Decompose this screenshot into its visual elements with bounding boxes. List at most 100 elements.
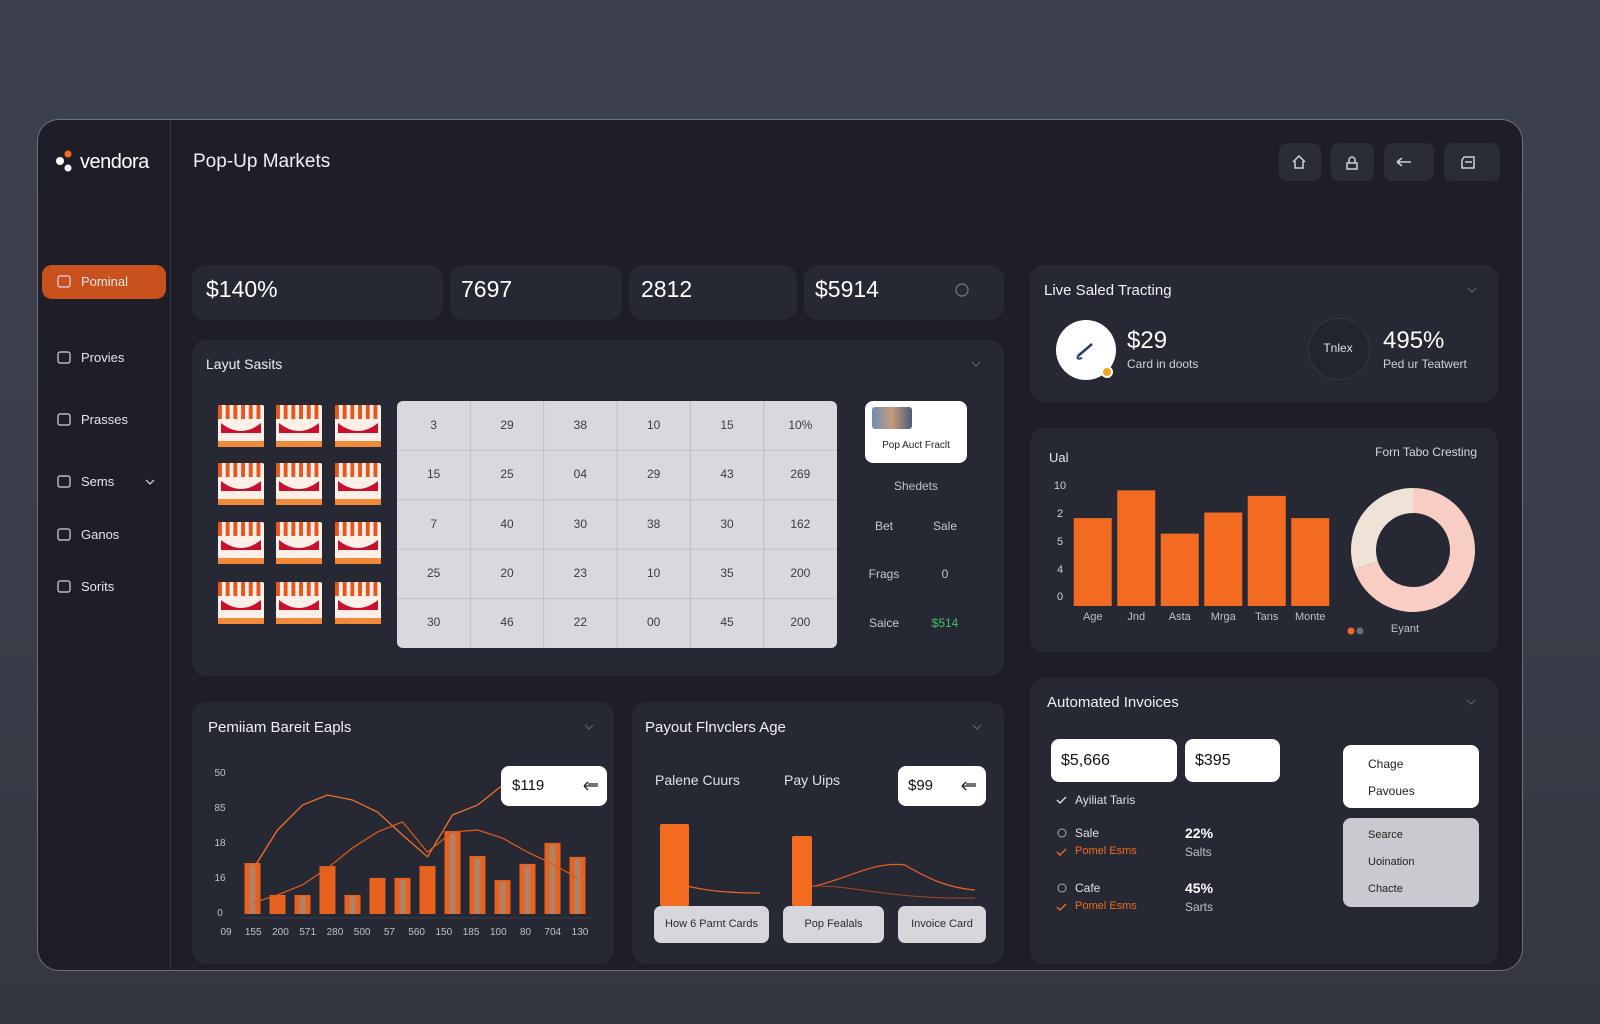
x-tick-label: 571	[299, 927, 317, 938]
table-cell: 30	[573, 516, 588, 531]
table-cell: 25	[500, 467, 514, 482]
table-cell: 46	[500, 615, 514, 630]
bar-label: Pay Uips	[784, 771, 841, 788]
logo-mark	[54, 150, 76, 172]
table-cell: 35	[720, 566, 734, 580]
table-cell: 30	[426, 615, 441, 630]
table-cell: 38	[646, 516, 661, 531]
table-cell: 45	[720, 615, 734, 630]
table-cell: 10%	[788, 417, 813, 432]
side-label: Bet	[874, 518, 894, 533]
side-value: $514	[931, 615, 959, 630]
y-tick-label: 0	[1056, 591, 1064, 604]
amount-box[interactable]	[1185, 739, 1280, 782]
invoice-amount: $5,666	[1061, 752, 1110, 770]
table-cell: 22	[573, 615, 588, 630]
nav-item: Sems	[81, 474, 115, 490]
table-cell: 10	[646, 417, 661, 432]
x-tick-label: Asta	[1168, 611, 1191, 624]
kpi-value: 7697	[461, 276, 513, 303]
badge-circle	[1308, 318, 1370, 380]
nav-item: Pominal	[81, 274, 128, 290]
action-button[interactable]	[783, 906, 884, 943]
row-name: Sale	[1075, 825, 1100, 840]
row-value: 45%	[1185, 879, 1214, 896]
table-cell: 40	[500, 516, 514, 531]
table-cell: 29	[646, 467, 661, 482]
button-label: How 6 Parnt Cards	[665, 918, 758, 931]
table-cell: 23	[573, 566, 588, 580]
menu-item: Searce	[1368, 829, 1403, 842]
menu-item: Uoination	[1368, 856, 1415, 869]
table-cell: 43	[720, 467, 734, 482]
side-value: 0	[941, 566, 949, 581]
header-icons	[1292, 154, 1475, 170]
row-sub: Pomel Esms	[1075, 845, 1137, 858]
nav-item: Provies	[81, 350, 125, 366]
menu-card	[1343, 745, 1479, 808]
kpi-card	[629, 265, 797, 320]
legend-label: Eyant	[1390, 623, 1420, 636]
x-tick-label: 100	[489, 927, 507, 938]
table-cell: 20	[500, 566, 514, 580]
menu-card-gray	[1343, 818, 1479, 907]
x-tick-label: 150	[435, 927, 453, 938]
bar-label: Palene Cuurs	[655, 771, 740, 788]
page-title: Pop-Up Markets	[193, 150, 331, 172]
panel-title: Live Saled Tracting	[1044, 282, 1172, 299]
tooltip-arrow	[583, 781, 598, 791]
side-value: Sale	[932, 518, 958, 533]
x-tick-label: 280	[326, 927, 344, 938]
y-tick-label: 18	[214, 838, 226, 849]
x-tick-label: 185	[462, 927, 480, 938]
table-cell: 7	[430, 516, 437, 531]
x-tick-label: Tans	[1255, 611, 1279, 624]
y-tick-label: 85	[214, 803, 226, 814]
y-tick-label: 4	[1056, 563, 1064, 576]
y-tick-label: 50	[214, 768, 226, 779]
table-cell: 10	[646, 566, 661, 580]
kpi-value: 2812	[641, 276, 693, 303]
x-tick-label: 704	[544, 927, 562, 938]
button-label: Invoice Card	[911, 918, 973, 931]
header-button[interactable]	[1279, 143, 1321, 181]
panel-title: Payout Flnvclers Age	[645, 719, 786, 736]
menu-item: Pavoues	[1368, 783, 1415, 798]
live-badge: Tnlex	[1323, 340, 1353, 355]
table-cell: 38	[573, 417, 588, 432]
kpi-value: $5914	[815, 276, 879, 303]
y-tick-label: 0	[217, 908, 223, 919]
x-tick-label: Monte	[1294, 611, 1326, 624]
panel-title: Layut Sasits	[206, 355, 283, 372]
action-button[interactable]	[654, 906, 769, 943]
x-tick-label: 130	[571, 927, 589, 938]
invoice-amount: $395	[1195, 752, 1231, 770]
amount-box[interactable]	[1051, 739, 1177, 782]
premium-panel	[192, 702, 614, 964]
row-name: Cafe	[1075, 880, 1101, 895]
nav-item: Prasses	[81, 412, 128, 428]
table-cell: 15	[426, 467, 441, 482]
chart-title: Forn Tabo Cresting	[1375, 444, 1477, 459]
action-button[interactable]	[898, 906, 986, 943]
x-tick-label: Jnd	[1127, 611, 1146, 624]
x-tick-label: Mrga	[1210, 611, 1236, 624]
kpi-value: $140%	[206, 276, 278, 303]
row-caption: Sarts	[1185, 899, 1214, 914]
live-icon	[1076, 343, 1113, 378]
x-tick-label: 200	[272, 927, 289, 938]
header-button[interactable]	[1331, 143, 1374, 181]
x-tick-label: 09	[220, 927, 232, 938]
table-cell: 3	[430, 417, 437, 432]
x-tick-label: 560	[408, 927, 425, 938]
x-tick-label: 80	[519, 927, 532, 938]
y-tick-label: 2	[1056, 508, 1064, 521]
table-cell: 29	[500, 417, 514, 432]
y-tick-label: 5	[1056, 535, 1064, 548]
table-cell: 30	[720, 516, 734, 531]
table-cell: 269	[790, 467, 811, 482]
tooltip-arrow	[961, 781, 976, 791]
menu-item: Chacte	[1368, 883, 1403, 896]
live-percent: 495%	[1383, 326, 1445, 354]
